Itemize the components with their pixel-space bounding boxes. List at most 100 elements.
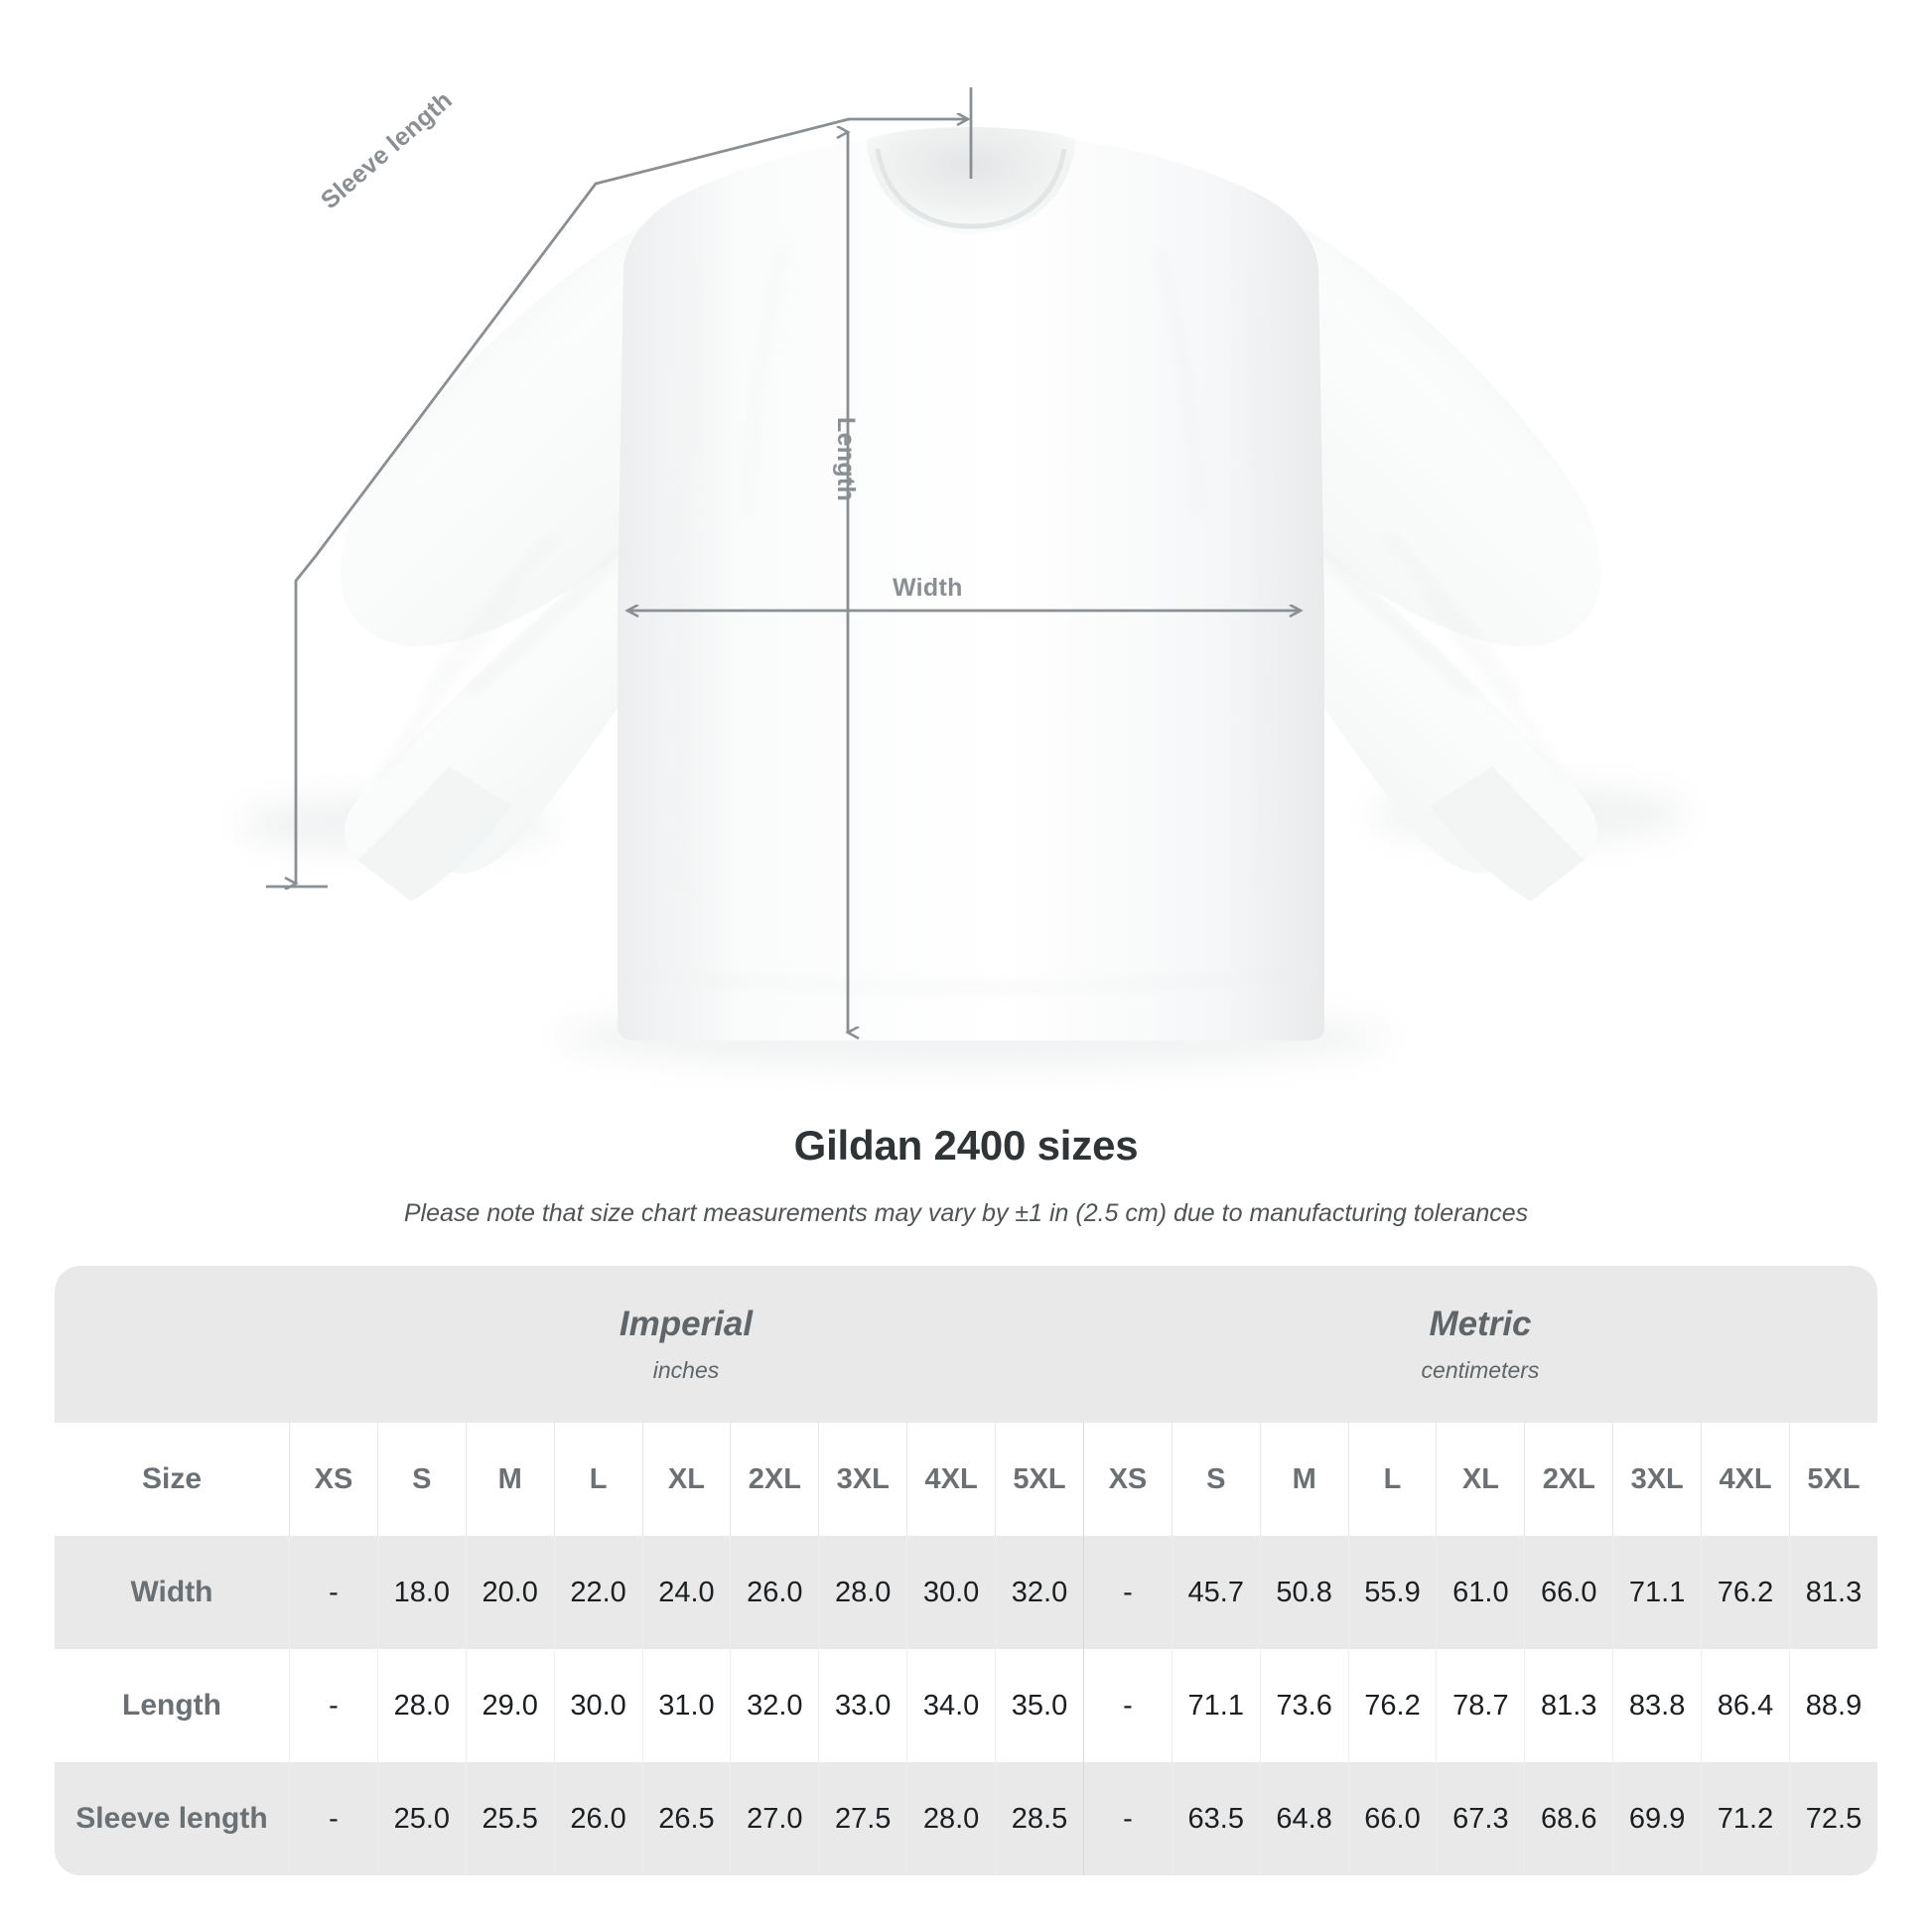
column-header-imperial-4xl: 4XL (906, 1423, 996, 1536)
row-header-length: Length (55, 1649, 290, 1762)
cell-width-metric-l: 55.9 (1347, 1536, 1437, 1649)
cell-length-metric-2xl: 81.3 (1524, 1649, 1613, 1762)
cell-length-imperial-s: 28.0 (376, 1649, 466, 1762)
cell-length-metric-s: 71.1 (1171, 1649, 1260, 1762)
column-header-metric-2xl: 2XL (1524, 1423, 1613, 1536)
cell-width-imperial-2xl: 26.0 (730, 1536, 819, 1649)
cell-sleeve-length-imperial-s: 25.0 (376, 1762, 466, 1875)
cell-length-metric-3xl: 83.8 (1612, 1649, 1702, 1762)
length-annotation-label: Length (832, 417, 860, 502)
unit-group-title: Imperial (619, 1305, 754, 1344)
cell-length-metric-l: 76.2 (1347, 1649, 1437, 1762)
unit-group-subtitle: centimeters (1421, 1357, 1540, 1384)
shirt-illustration: Sleeve length Length Width (238, 85, 1688, 1067)
column-header-metric-xl: XL (1436, 1423, 1525, 1536)
cell-sleeve-length-metric-l: 66.0 (1347, 1762, 1437, 1875)
cell-length-imperial-4xl: 34.0 (906, 1649, 996, 1762)
column-header-metric-m: M (1259, 1423, 1348, 1536)
size-chart-table-container: Imperial inches Metric centimeters Size XS S M L… (55, 1266, 1877, 1875)
cell-sleeve-length-imperial-4xl: 28.0 (906, 1762, 996, 1875)
unit-group-title: Metric (1429, 1305, 1532, 1344)
column-header-imperial-3xl: 3XL (818, 1423, 907, 1536)
cell-length-metric-5xl: 88.9 (1788, 1649, 1877, 1762)
column-header-imperial-xs: XS (289, 1423, 377, 1536)
column-header-metric-5xl: 5XL (1788, 1423, 1877, 1536)
unit-band-spacer (55, 1266, 290, 1423)
size-chart-table: Imperial inches Metric centimeters Size XS S M L… (55, 1266, 1877, 1875)
sleeve-length-leader (296, 119, 968, 884)
cell-sleeve-length-metric-s: 63.5 (1171, 1762, 1260, 1875)
cell-width-metric-xl: 61.0 (1436, 1536, 1525, 1649)
column-header-imperial-2xl: 2XL (730, 1423, 819, 1536)
cell-length-metric-xs: - (1082, 1649, 1172, 1762)
cell-width-metric-4xl: 76.2 (1701, 1536, 1789, 1649)
cell-width-metric-s: 45.7 (1171, 1536, 1260, 1649)
row-header-sleeve-length: Sleeve length (55, 1762, 290, 1875)
cell-length-imperial-m: 29.0 (465, 1649, 554, 1762)
cell-sleeve-length-metric-xs: - (1082, 1762, 1172, 1875)
cell-width-imperial-xs: - (289, 1536, 377, 1649)
cell-sleeve-length-metric-4xl: 71.2 (1701, 1762, 1789, 1875)
unit-group-imperial: Imperial inches (289, 1266, 1083, 1423)
unit-group-row: Imperial inches Metric centimeters (55, 1266, 1877, 1423)
column-header-metric-4xl: 4XL (1701, 1423, 1789, 1536)
column-header-size: Size (55, 1423, 290, 1536)
table-row: Sleeve length -25.0 25.5 26.0 26.5 27.0 27.5 28… (55, 1762, 1877, 1875)
column-header-imperial-l: L (553, 1423, 642, 1536)
cell-width-metric-m: 50.8 (1259, 1536, 1348, 1649)
column-header-metric-l: L (1347, 1423, 1437, 1536)
cell-length-imperial-xl: 31.0 (641, 1649, 731, 1762)
cell-sleeve-length-imperial-m: 25.5 (465, 1762, 554, 1875)
chart-heading: Gildan 2400 sizes Please note that size … (0, 1122, 1932, 1228)
cell-width-metric-3xl: 71.1 (1612, 1536, 1702, 1649)
cell-length-imperial-3xl: 33.0 (818, 1649, 907, 1762)
size-header-row: Size XS S M L XL 2XL 3XL 4XL 5XL XS S M L XL 2XL 3XL 4XL 5… (55, 1423, 1877, 1536)
cell-width-imperial-3xl: 28.0 (818, 1536, 907, 1649)
cell-width-imperial-5xl: 32.0 (995, 1536, 1083, 1649)
cell-width-metric-2xl: 66.0 (1524, 1536, 1613, 1649)
unit-group-subtitle: inches (652, 1357, 720, 1384)
cell-length-metric-4xl: 86.4 (1701, 1649, 1789, 1762)
column-header-metric-xs: XS (1082, 1423, 1172, 1536)
column-header-metric-s: S (1171, 1423, 1260, 1536)
cell-sleeve-length-metric-2xl: 68.6 (1524, 1762, 1613, 1875)
cell-length-metric-xl: 78.7 (1436, 1649, 1525, 1762)
cell-length-imperial-2xl: 32.0 (730, 1649, 819, 1762)
column-header-imperial-xl: XL (641, 1423, 731, 1536)
page-title: Gildan 2400 sizes (793, 1122, 1139, 1169)
tolerance-note: Please note that size chart measurements… (403, 1199, 1529, 1227)
table-row: Width -18.0 20.0 22.0 24.0 26.0 28.0 30.0 32.0-4… (55, 1536, 1877, 1649)
width-annotation-label: Width (893, 574, 963, 602)
cell-sleeve-length-imperial-l: 26.0 (553, 1762, 642, 1875)
cell-width-imperial-m: 20.0 (465, 1536, 554, 1649)
cell-sleeve-length-metric-3xl: 69.9 (1612, 1762, 1702, 1875)
cell-length-imperial-l: 30.0 (553, 1649, 642, 1762)
cell-sleeve-length-imperial-xs: - (289, 1762, 377, 1875)
cell-sleeve-length-imperial-3xl: 27.5 (818, 1762, 907, 1875)
cell-width-imperial-xl: 24.0 (641, 1536, 731, 1649)
cell-width-imperial-s: 18.0 (376, 1536, 466, 1649)
cell-sleeve-length-imperial-5xl: 28.5 (995, 1762, 1083, 1875)
cell-length-imperial-xs: - (289, 1649, 377, 1762)
row-header-width: Width (55, 1536, 290, 1649)
cell-length-metric-m: 73.6 (1259, 1649, 1348, 1762)
cell-length-imperial-5xl: 35.0 (995, 1649, 1083, 1762)
column-header-imperial-m: M (465, 1423, 554, 1536)
cell-width-imperial-4xl: 30.0 (906, 1536, 996, 1649)
cell-sleeve-length-imperial-2xl: 27.0 (730, 1762, 819, 1875)
column-header-imperial-s: S (376, 1423, 466, 1536)
cell-width-metric-5xl: 81.3 (1788, 1536, 1877, 1649)
measurement-annotations (266, 87, 1301, 1033)
cell-sleeve-length-metric-xl: 67.3 (1436, 1762, 1525, 1875)
cell-sleeve-length-metric-5xl: 72.5 (1788, 1762, 1877, 1875)
cell-width-imperial-l: 22.0 (553, 1536, 642, 1649)
column-header-imperial-5xl: 5XL (995, 1423, 1083, 1536)
unit-group-metric: Metric centimeters (1082, 1266, 1877, 1423)
cell-sleeve-length-imperial-xl: 26.5 (641, 1762, 731, 1875)
cell-width-metric-xs: - (1082, 1536, 1172, 1649)
table-row: Length -28.0 29.0 30.0 31.0 32.0 33.0 34.0 35.0-… (55, 1649, 1877, 1762)
cell-sleeve-length-metric-m: 64.8 (1259, 1762, 1348, 1875)
shirt-shape (341, 127, 1601, 1040)
shirt-graphic (238, 87, 1688, 1067)
column-header-metric-3xl: 3XL (1612, 1423, 1702, 1536)
